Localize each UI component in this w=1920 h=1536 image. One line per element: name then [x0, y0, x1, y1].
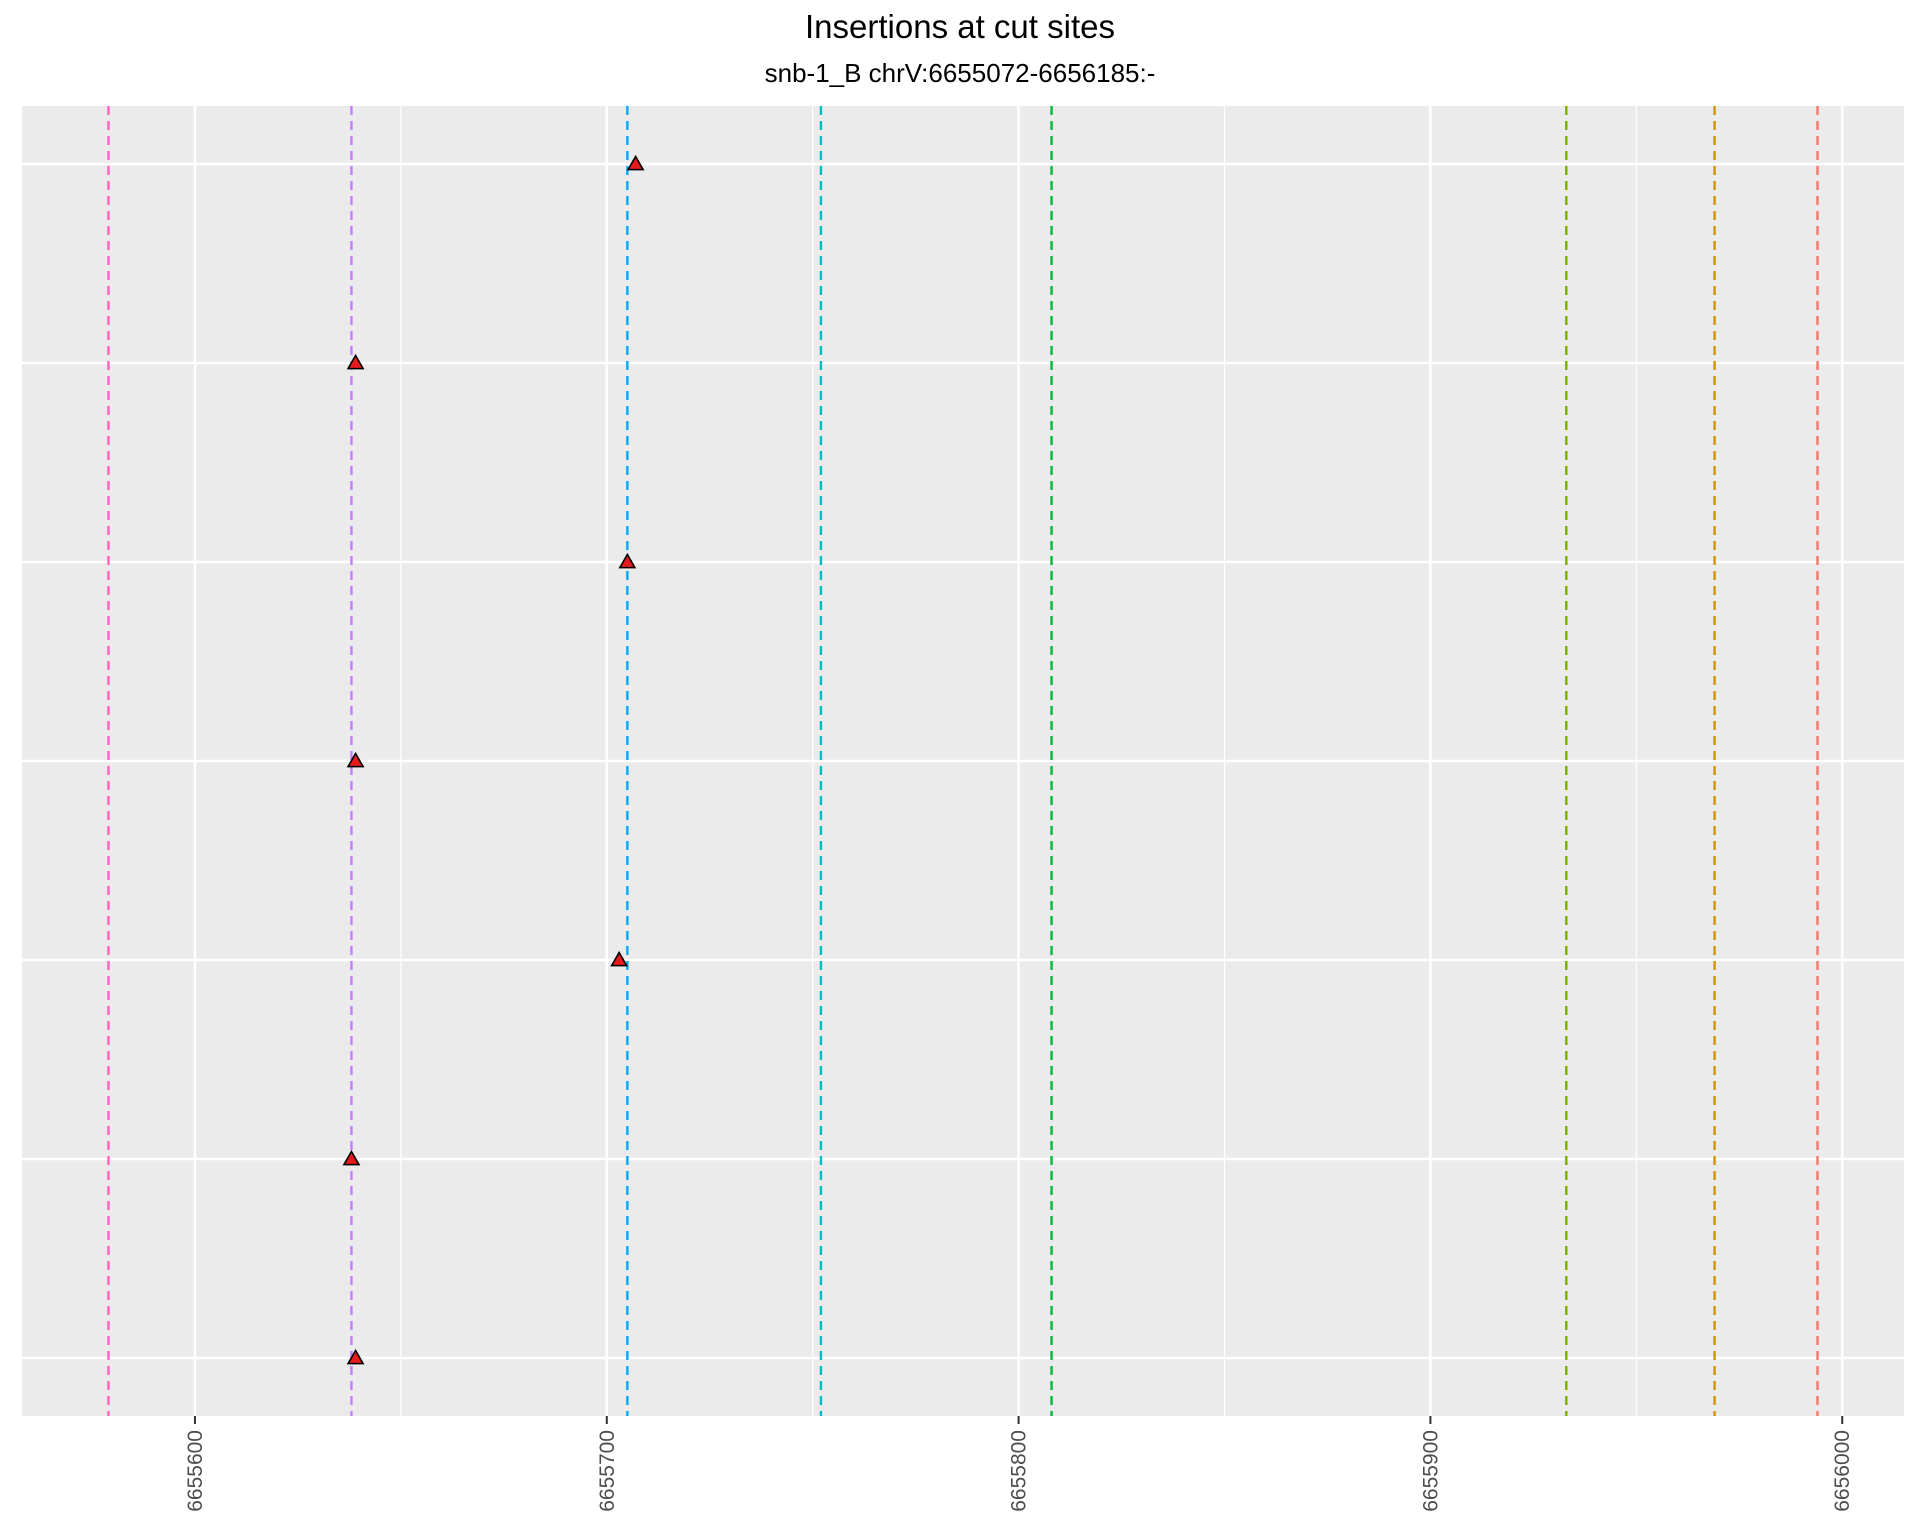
x-tick-label: 6656000: [1831, 1430, 1854, 1512]
chart-subtitle: snb-1_B chrV:6655072-6656185:-: [764, 58, 1156, 88]
insertion-point: [346, 751, 365, 768]
insertion-point: [346, 353, 365, 370]
insertion-point: [346, 1348, 365, 1365]
x-tick-label: 6655600: [184, 1430, 207, 1512]
insertion-point: [342, 1149, 361, 1166]
x-tick-label: 6655800: [1008, 1430, 1031, 1512]
insertion-point: [618, 552, 637, 569]
x-tick-label: 6655700: [596, 1430, 619, 1512]
chart-title: Insertions at cut sites: [805, 8, 1115, 45]
insertion-point: [626, 154, 645, 171]
insertion-point: [610, 950, 629, 967]
x-tick-label: 6655900: [1419, 1430, 1442, 1512]
